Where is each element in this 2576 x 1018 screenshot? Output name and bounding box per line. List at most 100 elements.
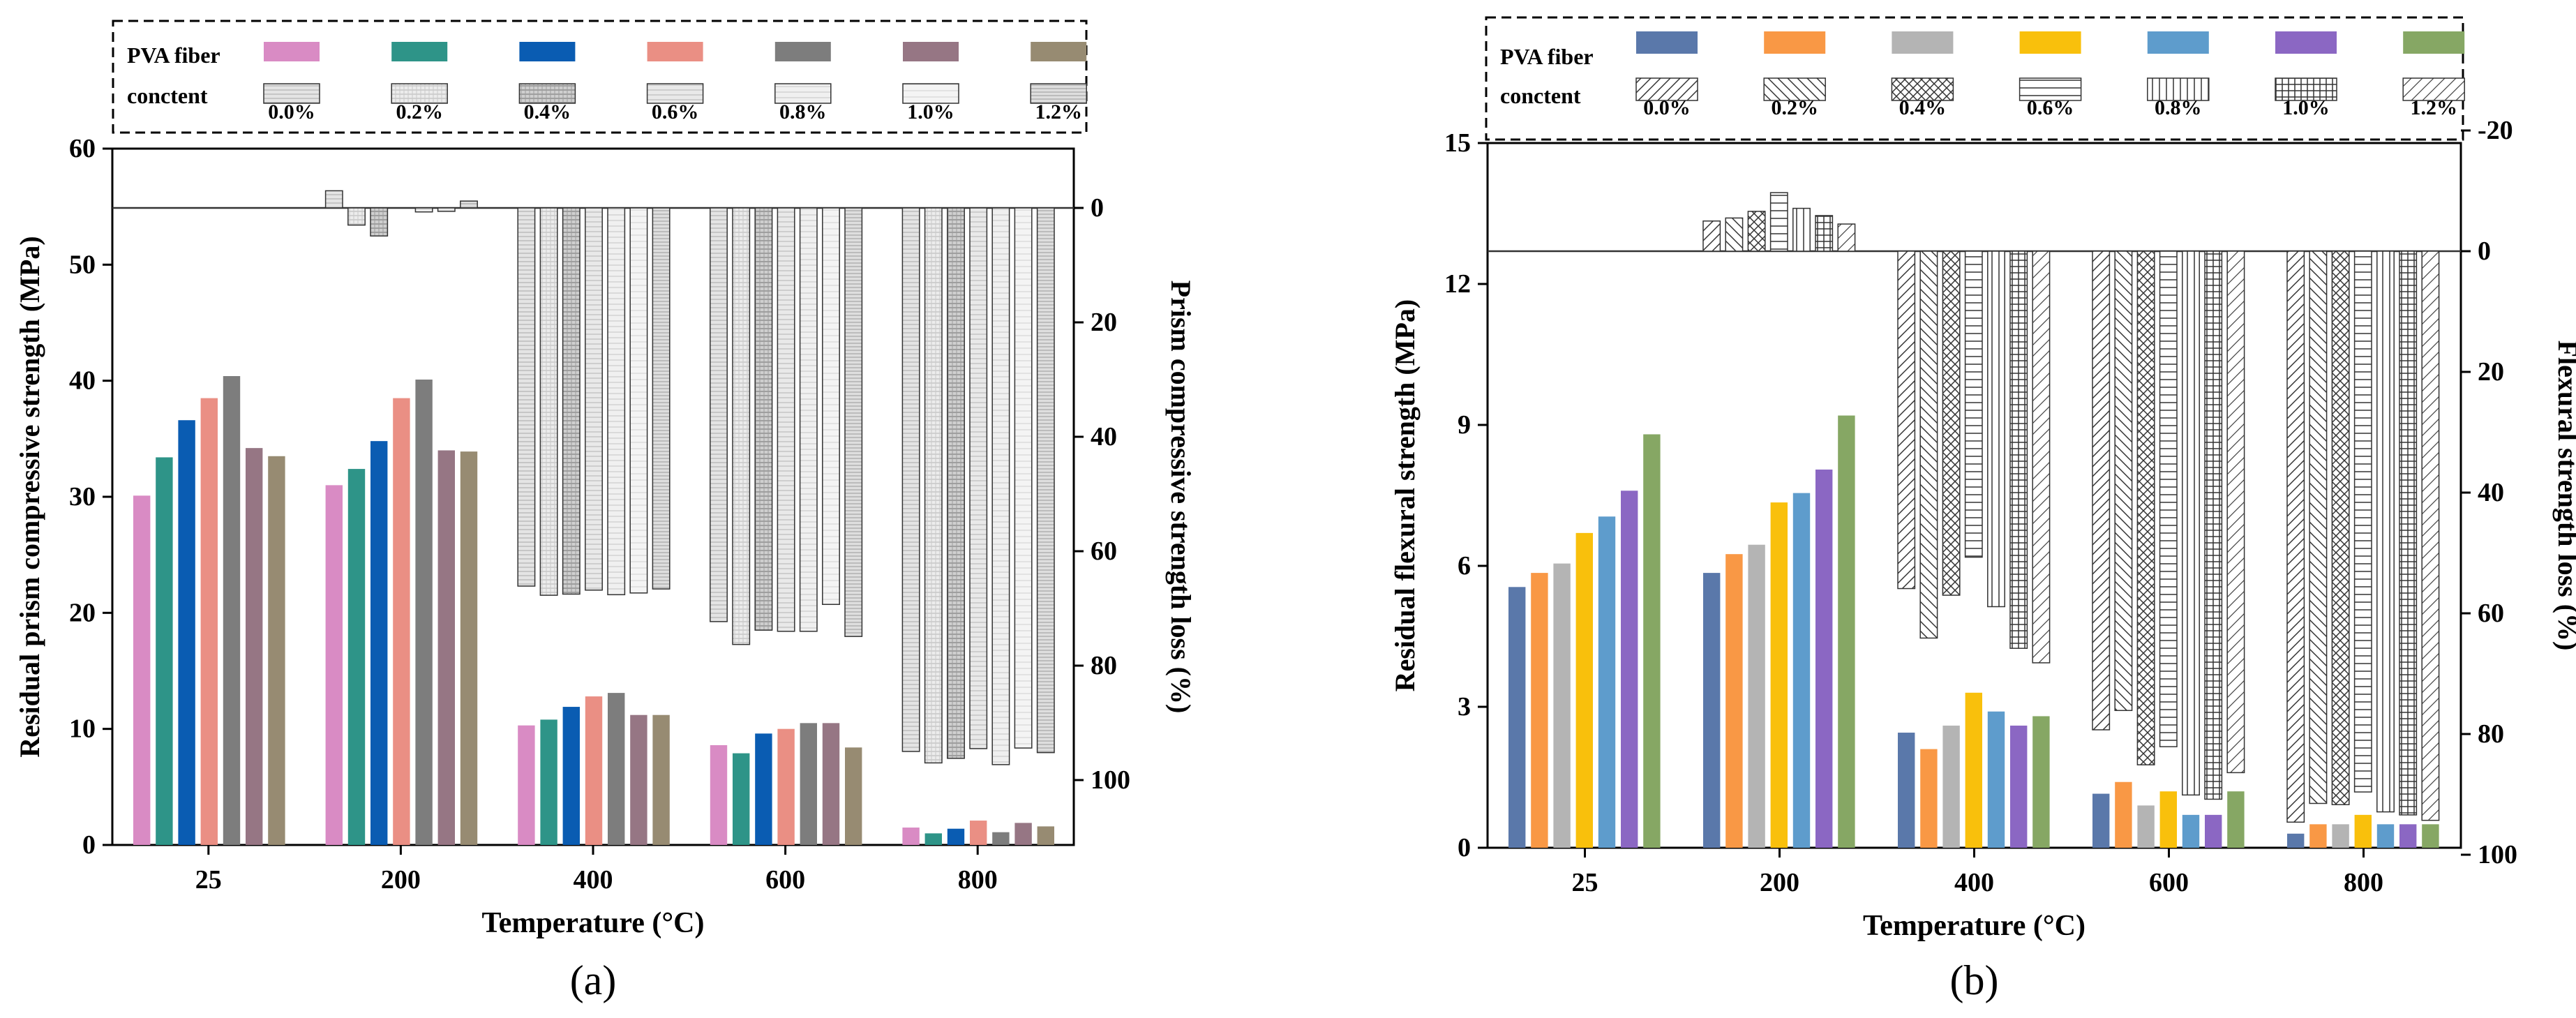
legend-label: 1.2% (2410, 96, 2457, 119)
legend-frame (112, 20, 1088, 134)
x-tick-label: 25 (195, 865, 222, 895)
legend-title-line2: conctent (127, 83, 208, 108)
strength-bar-0.6%-200 (1770, 502, 1788, 848)
strength-bar-0.8%-200 (415, 380, 433, 845)
legend-label: 1.2% (1035, 100, 1082, 123)
legend-color-swatch (1892, 31, 1954, 54)
legend-label: 1.0% (2282, 96, 2330, 119)
loss-bar-1.2%-400 (652, 207, 671, 590)
y2-tick-label: 60 (1091, 537, 1117, 566)
loss-bar-1.0%-200 (437, 207, 456, 212)
legend-label: 0.6% (652, 100, 699, 123)
loss-bar-0.4%-400 (1942, 250, 1961, 596)
strength-bar-0.8%-400 (608, 693, 625, 845)
legend-label: 0.6% (2027, 96, 2074, 119)
legend-pattern-swatch (1030, 83, 1087, 104)
strength-bar-0.4%-200 (370, 441, 388, 845)
legend-color-swatch (391, 42, 448, 61)
loss-bar-0.0%-400 (517, 207, 536, 587)
loss-bar-0.4%-200 (1747, 211, 1766, 252)
loss-bar-1.2%-200 (460, 200, 478, 209)
y-tick-label: 0 (82, 830, 96, 860)
loss-bar-0.4%-800 (2331, 250, 2350, 805)
legend-label: 0.0% (1643, 96, 1691, 119)
legend-pattern-swatch (263, 83, 320, 104)
strength-bar-0.8%-25 (223, 376, 241, 845)
chart-b: 0 3 6 9 12 15 -20 0 20 40 60 80 100 25 200 400 600 800 Tem… (1389, 16, 2576, 1003)
y-tick-label: 30 (69, 482, 96, 511)
loss-bar-0.2%-200 (347, 207, 366, 226)
loss-bar-0.0%-600 (710, 207, 728, 622)
strength-bar-1.0%-800 (2399, 824, 2417, 848)
loss-bar-1.2%-800 (2421, 250, 2440, 821)
strength-bar-0.8%-600 (2182, 814, 2200, 848)
y-axis-title: Residual flexural strength (MPa) (1389, 299, 1421, 692)
strength-bar-0.0%-800 (2287, 833, 2305, 848)
loss-bar-1.0%-400 (2009, 250, 2028, 649)
loss-bar-0.6%-600 (777, 207, 795, 632)
strength-bar-0.6%-800 (970, 821, 987, 845)
y-tick-label: 20 (69, 598, 96, 627)
legend-color-swatch (647, 42, 703, 61)
y2-tick-label: 80 (1091, 651, 1117, 680)
loss-bar-0.0%-200 (324, 190, 343, 209)
strength-bar-0.2%-600 (2115, 781, 2132, 848)
strength-bar-1.2%-800 (2422, 824, 2439, 848)
loss-bar-1.2%-600 (2226, 250, 2245, 774)
y2-tick-label: 20 (1091, 308, 1117, 337)
loss-bar-0.8%-200 (1792, 207, 1811, 252)
x-tick-label: 400 (574, 865, 613, 895)
legend-title-line1: PVA fiber (1500, 44, 1594, 69)
legend-pattern-swatch (2019, 77, 2082, 101)
strength-bar-1.2%-200 (460, 451, 478, 845)
strength-bar-0.8%-400 (1987, 711, 2005, 848)
loss-bar-1.2%-800 (1036, 207, 1055, 754)
loss-bar-1.0%-400 (629, 207, 648, 594)
y2-tick-label: 100 (1091, 765, 1130, 795)
loss-bar-0.0%-600 (2092, 250, 2111, 731)
x-tick-label: 25 (1572, 868, 1598, 897)
legend-color-swatch (2147, 31, 2209, 54)
strength-bar-0.4%-25 (1553, 563, 1571, 848)
y2-tick-label: -20 (2478, 116, 2513, 145)
strength-bar-0.2%-25 (156, 457, 173, 845)
strength-bar-0.4%-25 (178, 420, 195, 845)
strength-bar-1.2%-800 (1037, 826, 1054, 845)
legend-color-swatch (519, 42, 576, 61)
loss-bar-0.8%-600 (2182, 250, 2200, 796)
legend-color-swatch (903, 42, 959, 61)
strength-bar-0.4%-800 (947, 828, 965, 845)
loss-bar-1.0%-800 (2399, 250, 2418, 816)
legend-label: 0.4% (1899, 96, 1947, 119)
loss-bar-1.0%-600 (822, 207, 840, 606)
strength-bar-0.4%-600 (755, 733, 772, 845)
loss-bar-0.2%-800 (924, 207, 943, 764)
legend-pattern-swatch (391, 83, 448, 104)
legend-pattern-swatch (1635, 77, 1698, 101)
legend-color-swatch (2403, 31, 2465, 54)
loss-bar-0.0%-800 (2286, 250, 2305, 823)
y2-tick-label: 100 (2478, 840, 2517, 869)
loss-bar-0.0%-400 (1897, 250, 1916, 590)
x-axis-title: Temperature (°C) (482, 907, 705, 939)
strength-bar-1.0%-400 (630, 714, 647, 845)
y-tick-label: 60 (69, 134, 96, 163)
y-tick-label: 9 (1458, 410, 1471, 440)
loss-bar-0.2%-600 (2114, 250, 2133, 712)
loss-bar-0.6%-800 (969, 207, 988, 749)
strength-bar-1.0%-800 (1014, 823, 1032, 845)
strength-bar-0.2%-200 (347, 469, 366, 845)
strength-bar-1.0%-200 (1815, 469, 1833, 848)
loss-bar-0.2%-200 (1725, 217, 1744, 252)
strength-bar-0.0%-200 (1703, 573, 1721, 848)
legend-color-swatch (2275, 31, 2337, 54)
loss-bar-0.4%-600 (754, 207, 773, 631)
y-tick-label: 0 (1458, 833, 1471, 862)
y-tick-label: 15 (1444, 128, 1471, 158)
legend-title-line1: PVA fiber (127, 43, 220, 68)
strength-bar-0.0%-25 (133, 495, 151, 845)
legend-color-swatch (1764, 31, 1826, 54)
strength-bar-0.8%-800 (992, 832, 1010, 845)
